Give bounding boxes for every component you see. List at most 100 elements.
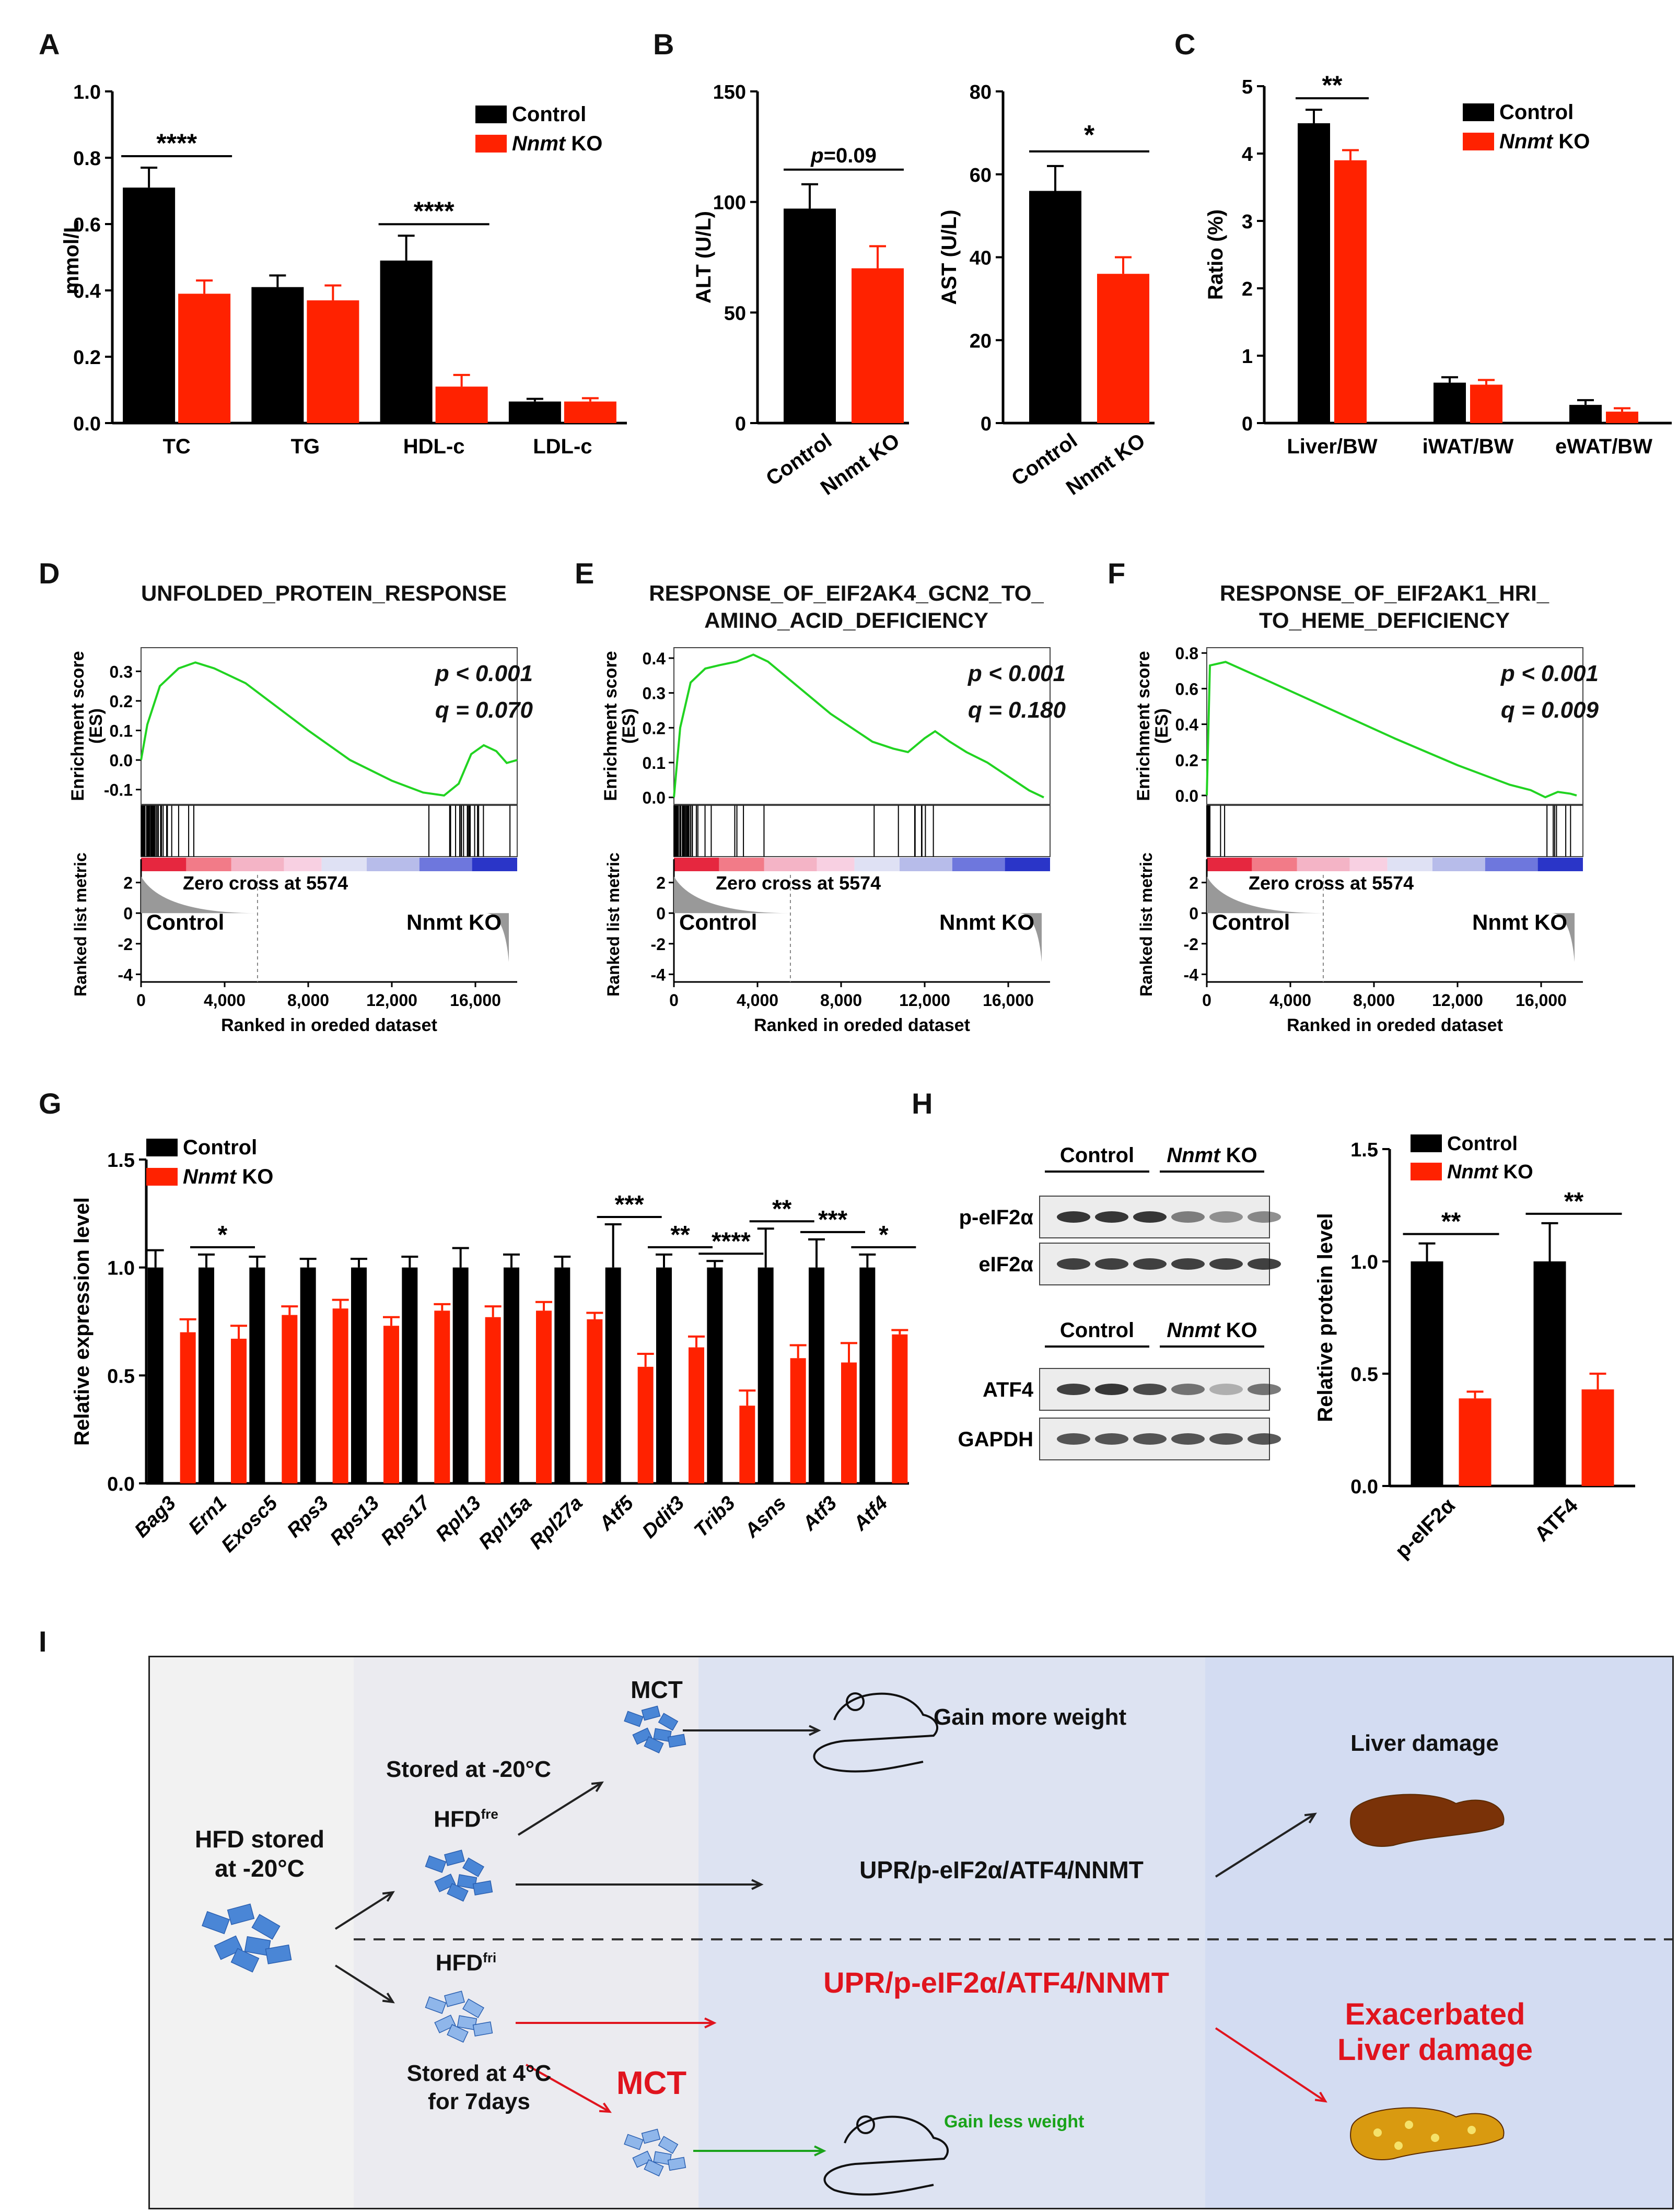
es-tick-label: 0.1	[643, 754, 666, 773]
es-axis-label: Enrichment score	[68, 651, 88, 801]
hits-frame	[673, 805, 1051, 857]
legend-swatch-nnmt-ko	[1411, 1163, 1442, 1180]
rank-axis-label: Ranked list metric	[604, 852, 623, 997]
y-tick-label: 1.5	[107, 1150, 135, 1172]
bar-control-tc	[123, 188, 176, 423]
blot-band	[1171, 1211, 1205, 1223]
arrow-hfd-to-fri-head	[382, 1992, 395, 2004]
rank-colorbar-segment	[764, 858, 817, 871]
legend-label-nnmt-ko: Nnmt KO	[1499, 130, 1590, 153]
legend-label-nnmt-ko: Nnmt KO	[512, 132, 602, 155]
rank-tick-label: -2	[1184, 935, 1198, 954]
panel-label-e: E	[575, 557, 595, 590]
fat-droplet	[1431, 2134, 1439, 2142]
category-label: Liver/BW	[1287, 435, 1378, 458]
panel-label-b: B	[653, 28, 674, 61]
bar-control-iwat-bw	[1434, 382, 1466, 423]
food-pellet	[230, 1948, 260, 1973]
gsea-f-stats: p < 0.001 q = 0.009	[1431, 656, 1599, 729]
significance-annotation: *	[1084, 120, 1095, 150]
bar-control-ewat-bw	[1569, 405, 1602, 423]
legend-label-control: Control	[1447, 1133, 1518, 1155]
rank-colorbar-segment	[1537, 858, 1583, 871]
rank-axis-label: Ranked list metric	[71, 852, 90, 997]
rank-colorbar-segment	[817, 858, 855, 871]
blot-label-eif2: eIF2α	[978, 1253, 1033, 1276]
chart-g-gene-expression: 0.0 0.5 1.0 1.5 Relative expression level Bag…	[71, 1136, 916, 1556]
category-label: Rpl27a	[526, 1492, 587, 1554]
category-label: LDL-c	[533, 435, 592, 458]
blot-band	[1171, 1384, 1205, 1395]
legend-swatch-nnmt-ko	[475, 135, 507, 153]
bar-control-atf5	[605, 1267, 621, 1483]
fat-droplet	[1394, 2141, 1403, 2150]
bar-control-atf3	[809, 1267, 824, 1483]
food-pellet	[472, 2021, 493, 2037]
blot-band	[1095, 1433, 1128, 1445]
panel-label-d: D	[39, 557, 60, 590]
schematic-col-1	[150, 1657, 354, 2208]
bar-nnmt-ko-bag3	[180, 1332, 196, 1483]
blot-band	[1209, 1258, 1243, 1270]
western-blot-h: Control Nnmt KO Control Nnmt KO p-eIF2α eIF2α…	[958, 1144, 1281, 1460]
food-pellet	[444, 1850, 465, 1866]
blot-header-ko: Nnmt KO	[1167, 1144, 1257, 1167]
gsea-f-title: RESPONSE_OF_EIF2AK1_HRI_ TO_HEME_DEFICIE…	[1219, 581, 1549, 633]
rank-colorbar-segment	[1005, 858, 1050, 871]
group-label-ko: Nnmt KO	[939, 910, 1034, 934]
bar-control-ddit3	[656, 1267, 672, 1483]
category-label: Bag3	[131, 1492, 180, 1542]
y-tick-label: 1.5	[1350, 1139, 1378, 1161]
enrichment-score-curve	[673, 653, 1044, 799]
panel-label-i: I	[39, 1625, 47, 1658]
food-pellet	[425, 1996, 447, 2014]
y-tick-label: 60	[970, 165, 992, 186]
es-axis-label-2: (ES)	[619, 708, 639, 744]
gsea-plot-e: 0.0 0.1 0.2 0.3 0.4 Enrichment score(ES) 2 0 -2 -…	[601, 647, 1051, 1035]
es-axis-label-2: (ES)	[1152, 708, 1172, 744]
blot-band	[1171, 1433, 1205, 1445]
enrichment-score-curve	[1206, 661, 1577, 799]
food-pellet	[658, 2136, 679, 2154]
y-tick-label: 0.0	[73, 413, 101, 435]
category-label: Atf5	[595, 1492, 638, 1535]
category-label: Asns	[740, 1492, 790, 1542]
legend-swatch-control	[146, 1139, 178, 1156]
hfd-fri-sup: fri	[483, 1950, 497, 1965]
chart-h-protein-level: 0.0 0.5 1.0 1.5 Relative protein level p-eIF2…	[1314, 1133, 1635, 1563]
es-tick-label: 0.3	[643, 684, 666, 703]
y-tick-label: 0.0	[1350, 1476, 1378, 1498]
y-axis-label: AST (U/L)	[938, 209, 961, 305]
blot-band	[1248, 1433, 1281, 1445]
food-pellet	[624, 1711, 644, 1727]
x-tick-label: 4,000	[204, 991, 246, 1010]
y-tick-label: 0	[1242, 413, 1253, 435]
schematic-col-2	[354, 1657, 698, 2208]
food-pellet	[202, 1911, 230, 1935]
significance-marker: ****	[712, 1227, 751, 1255]
arrow-fri-to-mct-head	[599, 2102, 612, 2113]
gsea-f-q: q = 0.009	[1500, 697, 1599, 723]
bar-nnmt-ko-rpl27a	[587, 1319, 603, 1483]
rank-tick-label: 2	[1189, 874, 1198, 893]
bar-nnmt-ko-atf5	[637, 1366, 654, 1483]
rank-tick-label: 2	[656, 874, 666, 893]
arrow-fri-to-mct	[526, 2064, 610, 2113]
es-tick-label: 0.6	[1175, 680, 1198, 698]
food-pellet	[447, 2024, 469, 2043]
y-tick-label: 20	[970, 330, 992, 352]
panel-label-a: A	[39, 28, 60, 61]
arrow-hfd-to-fre	[334, 1891, 394, 1930]
bar-control	[1029, 191, 1081, 423]
bar-control-rps17	[402, 1267, 418, 1483]
rank-colorbar-segment	[674, 858, 719, 871]
legend-swatch-control	[475, 106, 507, 123]
bar-nnmt-ko-iwat-bw	[1470, 384, 1502, 423]
rank-colorbar-segment	[141, 858, 187, 871]
bar-nnmt-ko-atf3	[841, 1362, 857, 1483]
rank-colorbar-segment	[1207, 858, 1252, 871]
gsea-f-p: p < 0.001	[1500, 661, 1599, 686]
category-label: eWAT/BW	[1555, 435, 1652, 458]
category-label: Ern1	[184, 1492, 231, 1539]
